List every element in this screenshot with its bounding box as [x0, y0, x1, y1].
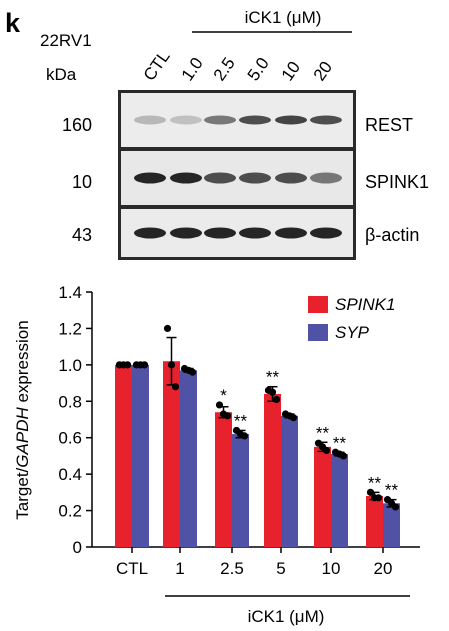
blot-band: [275, 227, 307, 239]
data-point: [322, 446, 331, 455]
data-point: [123, 361, 132, 369]
bar-spink1: [264, 394, 281, 547]
significance-marker: **: [385, 481, 399, 500]
blot-band: [239, 115, 271, 125]
x-axis-label: iCK1 (μM): [248, 607, 325, 626]
significance-marker: **: [234, 411, 248, 430]
significance-marker: **: [368, 473, 382, 492]
blot-band: [239, 172, 271, 184]
blot-band: [134, 227, 166, 239]
data-point: [391, 503, 400, 511]
x-tick-label: 1: [175, 559, 184, 578]
blot-protein-label: β-actin: [365, 225, 419, 245]
blot-band: [204, 115, 236, 125]
significance-marker: **: [266, 368, 280, 387]
bar-syp: [232, 434, 249, 547]
data-point: [268, 388, 277, 396]
y-tick-label: 1.2: [58, 319, 82, 338]
y-axis-label-part-1: Target/: [13, 467, 32, 519]
lane-label: 5.0: [244, 54, 273, 84]
bar-spink1: [366, 496, 383, 547]
bar-spink1: [115, 364, 132, 547]
blot-protein-label: SPINK1: [365, 172, 429, 192]
data-point: [140, 361, 149, 369]
data-point: [240, 432, 249, 440]
lane-labels: CTL 1.0 2.5 5.0 10 20: [140, 47, 336, 84]
significance-marker: **: [333, 433, 347, 452]
data-point: [215, 401, 224, 409]
data-point: [366, 488, 375, 496]
lane-label: 10: [278, 58, 304, 84]
lane-label: 2.5: [210, 54, 239, 84]
data-point: [272, 395, 281, 404]
blot-band: [275, 172, 307, 184]
x-tick-label: 10: [322, 559, 341, 578]
cell-line-label: 22RV1: [40, 31, 92, 50]
blot-band: [310, 115, 342, 125]
bar-syp: [180, 370, 197, 547]
x-tick-label: 20: [374, 559, 393, 578]
blot-band: [134, 172, 166, 184]
y-tick-label: 0.2: [58, 502, 82, 521]
data-point: [167, 361, 176, 369]
y-tick-label: 0: [73, 538, 82, 557]
blot-kda-label: 10: [72, 172, 92, 192]
data-point: [339, 452, 348, 460]
y-tick-label: 1.4: [58, 283, 82, 302]
blot-band: [170, 115, 202, 125]
y-tick-label: 1.0: [58, 356, 82, 375]
legend-swatch-spink1: [308, 296, 328, 313]
blot-band: [170, 172, 202, 184]
data-point: [374, 494, 383, 502]
blot-labels: REST 160 SPINK1 10 β-actin 43: [62, 115, 429, 245]
data-point: [289, 414, 298, 422]
y-axis-label-part-2: GAPDH: [13, 407, 32, 468]
data-point: [171, 383, 180, 391]
legend-label-spink1: SPINK1: [335, 295, 395, 314]
blot-band: [310, 227, 342, 239]
y-tick-label: 0.8: [58, 392, 82, 411]
x-tick-label: CTL: [116, 559, 148, 578]
bar-syp: [132, 364, 149, 547]
bar-syp: [331, 454, 348, 547]
blot-band: [275, 115, 307, 125]
blot-band: [310, 172, 342, 184]
data-point: [223, 412, 232, 420]
lane-label: 1.0: [178, 54, 207, 84]
blot-band: [204, 227, 236, 239]
x-tick-label: 2.5: [220, 559, 244, 578]
x-tick-label: 5: [276, 559, 285, 578]
blot-band: [239, 227, 271, 239]
blot-bands: [134, 115, 342, 239]
bar-spink1: [163, 361, 180, 547]
data-point: [188, 368, 197, 376]
significance-marker: **: [316, 423, 330, 442]
lane-label: 20: [310, 58, 336, 84]
data-point: [163, 324, 172, 333]
significance-marker: *: [220, 386, 227, 405]
y-axis-label-part-3: expression: [13, 320, 32, 407]
blot-protein-label: REST: [365, 115, 413, 135]
blot-band: [204, 172, 236, 184]
bar-syp: [383, 503, 400, 547]
blot-band: [134, 115, 166, 125]
legend-swatch-syp: [308, 324, 328, 341]
bar-spink1: [314, 446, 331, 547]
y-axis-label: Target/GAPDH expression: [13, 320, 32, 519]
treatment-label-top: iCK1 (μM): [245, 8, 322, 27]
blot-band: [170, 227, 202, 239]
bar-spink1: [215, 412, 232, 547]
kda-label: kDa: [46, 65, 77, 84]
blot-kda-label: 160: [62, 115, 92, 135]
blot-kda-label: 43: [72, 225, 92, 245]
panel-letter: k: [5, 8, 21, 38]
bar-syp: [281, 415, 298, 547]
legend-label-syp: SYP: [335, 323, 370, 342]
y-tick-label: 0.4: [58, 465, 82, 484]
y-tick-label: 0.6: [58, 429, 82, 448]
lane-label: CTL: [140, 47, 174, 84]
